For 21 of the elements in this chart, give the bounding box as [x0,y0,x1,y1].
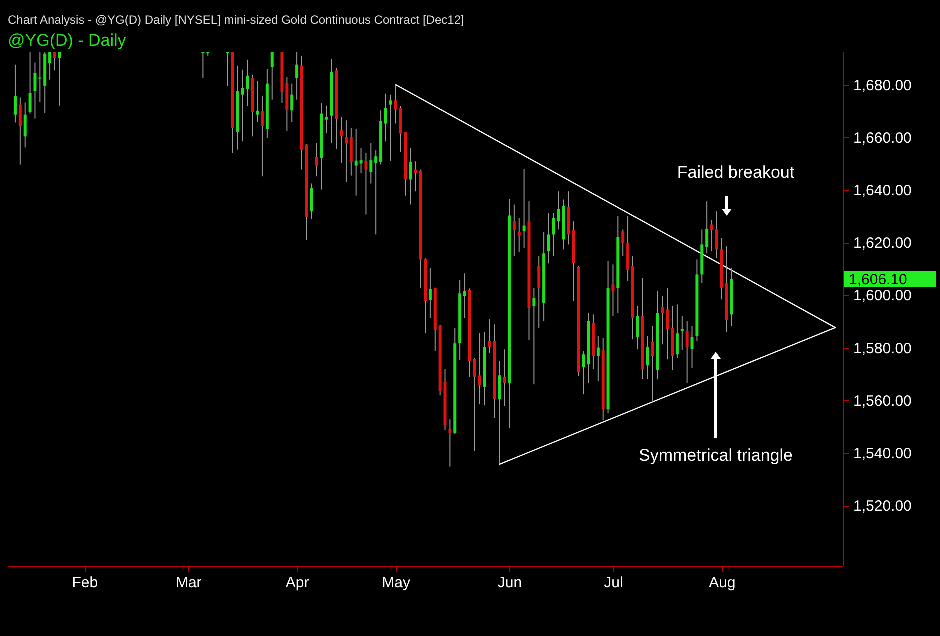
y-tick-label: 1,520.00 [854,498,912,516]
y-tick-label: 1,600.00 [854,288,912,305]
chart-title: Chart Analysis - @YG(D) Daily [NYSEL] mini-sized Gold Continuous Contract [Dec12] [8,13,464,27]
y-tick-label: 1,540.00 [854,445,912,462]
annotation: Failed breakout [677,163,795,182]
y-tick-label: 1,620.00 [854,235,912,252]
chart-subtitle: @YG(D) - Daily [8,31,127,50]
x-tick-label: Jun [498,574,522,592]
annotation: Symmetrical triangle [639,446,793,465]
y-tick-label: 1,560.00 [854,392,912,410]
x-tick-label: Feb [72,574,98,592]
x-tick-label: May [382,574,412,592]
y-tick-label: 1,660.00 [854,130,912,147]
y-tick-label: 1,580.00 [854,340,912,358]
x-tick-label: Aug [709,574,736,592]
y-tick-label: 1,680.00 [854,77,912,94]
y-tick-label: 1,640.00 [854,182,912,200]
text: 1,606.10 [849,272,908,289]
x-tick-label: Jul [604,574,624,592]
x-tick-label: Mar [176,574,202,592]
x-tick-label: Apr [286,574,310,592]
